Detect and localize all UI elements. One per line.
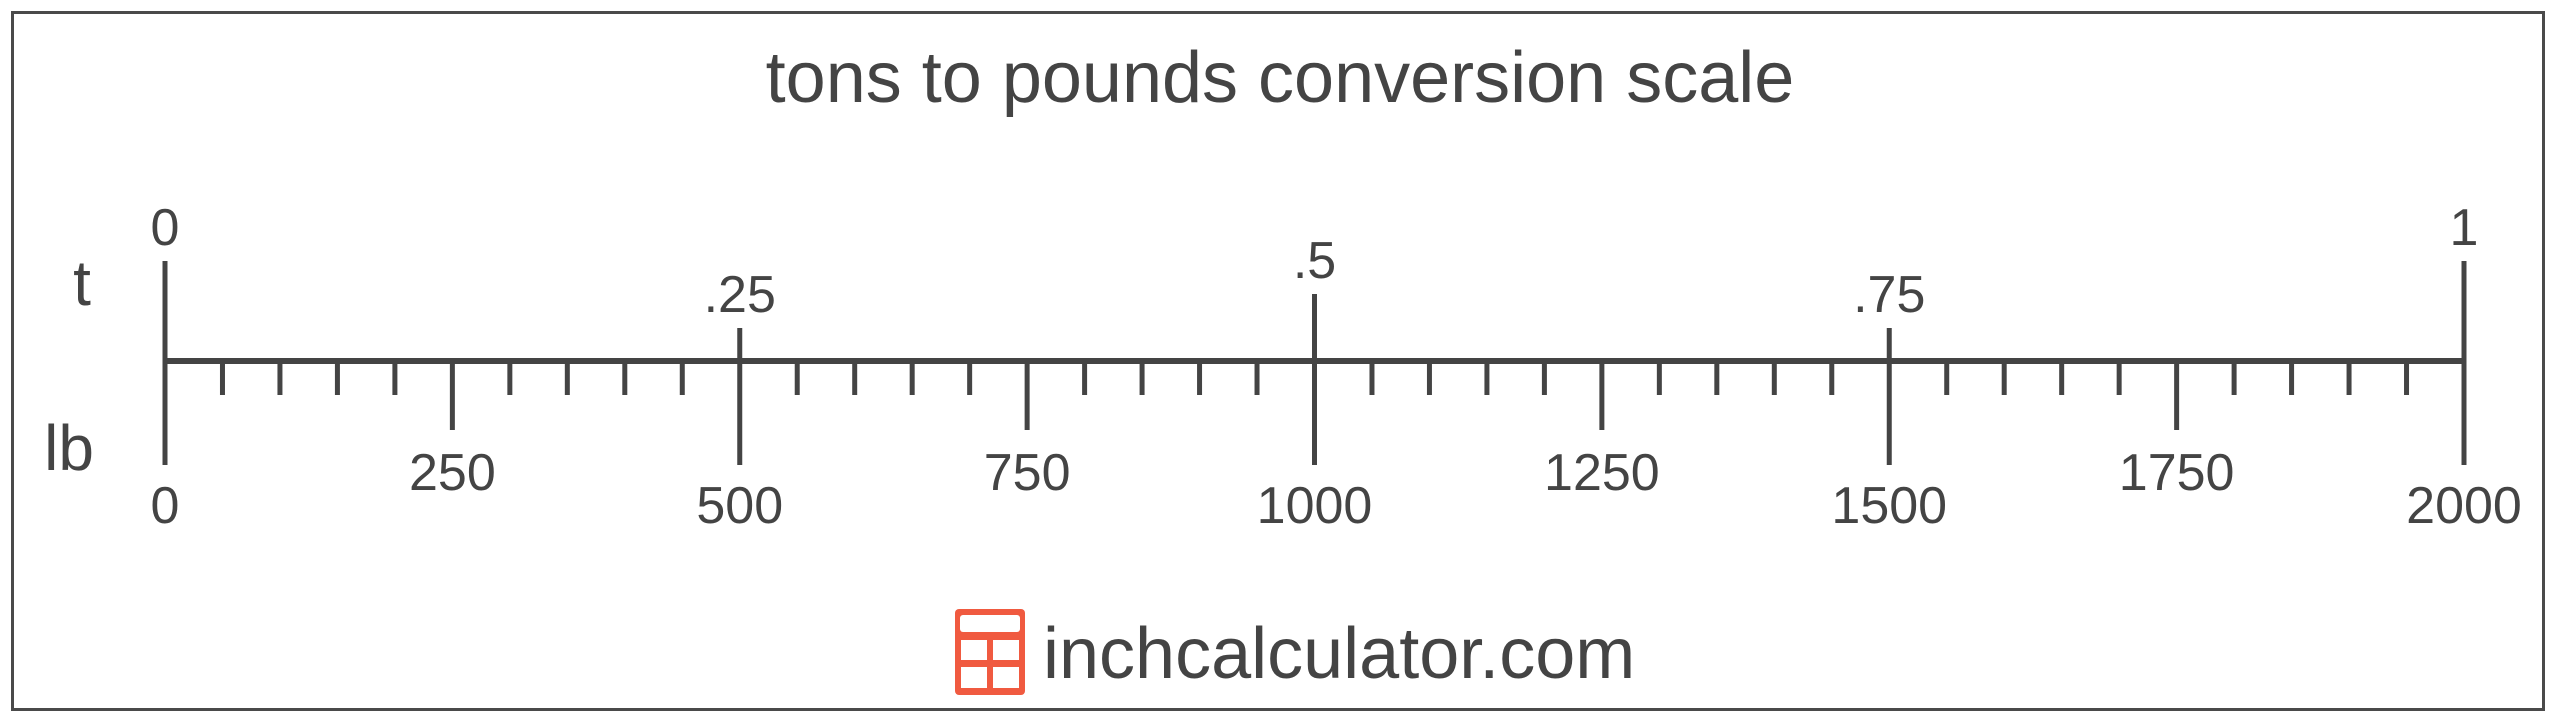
pound-tick-label: 2000	[2406, 477, 2522, 535]
calculator-icon	[955, 609, 1025, 695]
ton-tick-label: .5	[1293, 232, 1336, 290]
pound-tick-label: 1250	[1544, 444, 1660, 502]
ton-tick-label: 0	[151, 199, 180, 257]
brand-name: inchcalculator.com	[1043, 614, 1635, 694]
chart-frame	[11, 11, 2545, 711]
ton-tick-label: .25	[704, 266, 776, 324]
chart-title: tons to pounds conversion scale	[766, 38, 1795, 118]
ton-unit-label: t	[73, 247, 91, 319]
pound-tick-label: 0	[151, 477, 180, 535]
pound-tick-label: 1000	[1257, 477, 1373, 535]
pound-tick-label: 1500	[1831, 477, 1947, 535]
pound-tick-label: 750	[984, 444, 1071, 502]
pound-unit-label: lb	[44, 412, 94, 484]
ton-tick-label: 1	[2450, 199, 2479, 257]
pound-tick-label: 500	[696, 477, 783, 535]
ton-tick-label: .75	[1853, 266, 1925, 324]
pound-tick-label: 1750	[2119, 444, 2235, 502]
pound-tick-label: 250	[409, 444, 496, 502]
